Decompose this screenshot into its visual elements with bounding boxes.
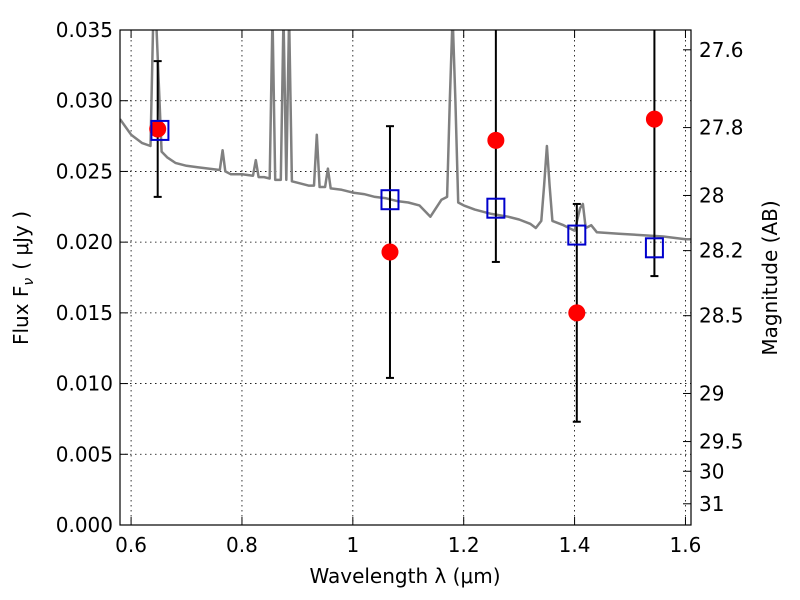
plot-area — [120, 30, 691, 241]
y-axis-label-main: Flux F — [9, 286, 33, 345]
y-axis-label-subscript: ν — [21, 278, 37, 286]
y2-tick-label: 31 — [699, 492, 724, 516]
y-tick-label: 0.000 — [56, 513, 113, 537]
model-spectrum-line — [120, 30, 691, 241]
plot-frame — [119, 29, 692, 526]
observed-point — [568, 304, 586, 322]
svg-text:Flux Fν( μJy ): Flux Fν ( μJy ) — [9, 211, 37, 345]
x-tick-label: 1 — [346, 533, 359, 557]
y2-tick-label: 30 — [699, 459, 724, 483]
observed-point — [645, 110, 663, 128]
y-tick-label: 0.010 — [56, 372, 113, 396]
x-tick-label: 0.6 — [115, 533, 147, 557]
model-photometry-point — [380, 189, 400, 211]
y-tick-label: 0.005 — [56, 442, 113, 466]
y-tick-label: 0.015 — [56, 301, 113, 325]
y2-tick-label: 28.5 — [699, 304, 744, 328]
model-photometry-point — [644, 237, 664, 259]
observed-point — [487, 131, 505, 149]
y2-tick-label: 28 — [699, 183, 724, 207]
y2-tick-label: 27.8 — [699, 116, 744, 140]
x-tick-label: 1.2 — [448, 533, 480, 557]
x-tick-label: 0.8 — [226, 533, 258, 557]
model-photometry-point — [486, 197, 506, 219]
y2-tick-label: 28.2 — [699, 239, 744, 263]
observed-point — [381, 243, 399, 261]
x-tick-label: 1.4 — [559, 533, 591, 557]
y-axis-label-unit: ( μJy ) — [9, 211, 33, 270]
y-axis-label: Flux Fν ( μJy ) — [9, 211, 37, 345]
y-tick-label: 0.025 — [56, 159, 113, 183]
x-axis-label: Wavelength λ (μm) — [309, 564, 500, 588]
y2-axis-label: Magnitude (AB) — [758, 200, 782, 355]
y-tick-label: 0.020 — [56, 230, 113, 254]
y2-tick-label: 27.6 — [699, 38, 744, 62]
y-tick-label: 0.030 — [56, 89, 113, 113]
model-photometry-point — [567, 224, 587, 246]
x-tick-label: 1.6 — [670, 533, 702, 557]
y-tick-label: 0.035 — [56, 18, 113, 42]
error-bars — [149, 30, 664, 423]
model-photometry-point — [150, 119, 170, 141]
y2-tick-label: 29.5 — [699, 430, 744, 454]
y2-tick-label: 29 — [699, 381, 724, 405]
axis-ticks: 0.6 0.8 1 1.2 1.4 1.6 0.000 0.005 0.010 0.015 0.02… — [56, 18, 744, 557]
